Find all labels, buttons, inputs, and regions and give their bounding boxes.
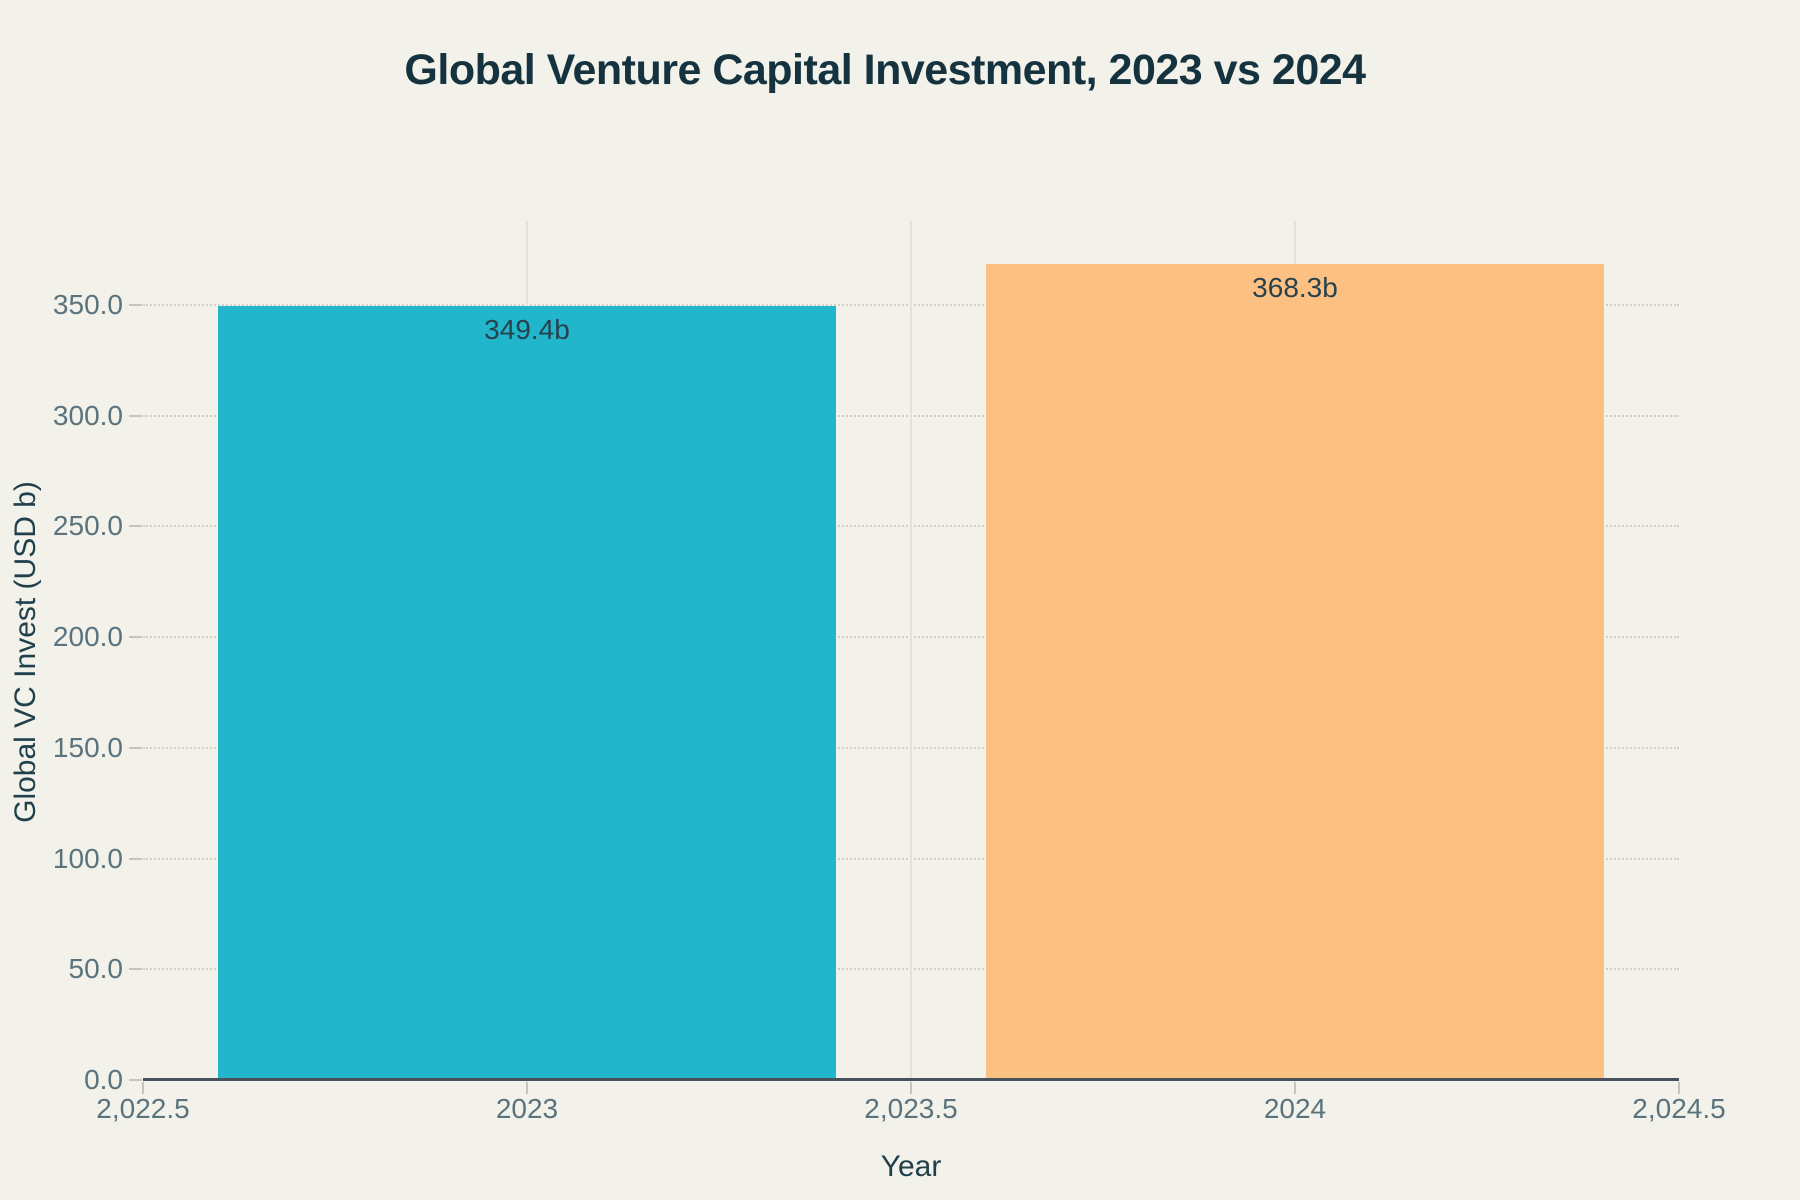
- x-tick-label: 2,022.5: [96, 1093, 190, 1124]
- y-tick-label: 0.0: [84, 1064, 123, 1095]
- x-tick-label: 2,024.5: [1632, 1093, 1726, 1124]
- bar-value-label: 349.4b: [484, 314, 570, 346]
- y-tick-label: 250.0: [52, 510, 123, 542]
- v-gridline: [910, 221, 912, 1080]
- y-tick-label: 350.0: [52, 288, 123, 320]
- x-axis-line: [143, 1078, 1679, 1081]
- y-tick-label: 100.0: [52, 842, 123, 874]
- x-axis-title: Year: [880, 1150, 942, 1183]
- x-tick-label: 2024: [1263, 1093, 1327, 1124]
- y-tick-mark: [129, 414, 142, 417]
- y-tick-mark: [129, 525, 142, 528]
- bar-2024[interactable]: 368.3b: [985, 264, 1605, 1080]
- plot-area: 349.4b 368.3b: [143, 221, 1679, 1081]
- bar-value-label: 368.3b: [1252, 272, 1338, 304]
- y-tick-mark: [129, 303, 142, 306]
- y-tick-mark: [129, 746, 142, 749]
- x-tick-mark: [1294, 1082, 1296, 1094]
- y-tick-label: 200.0: [52, 621, 123, 653]
- x-tick-mark: [1678, 1082, 1680, 1094]
- y-tick-label: 50.0: [68, 953, 124, 985]
- x-tick-label: 2,023.5: [864, 1093, 958, 1124]
- y-tick-mark: [129, 857, 142, 860]
- x-tick-mark: [142, 1082, 144, 1094]
- y-tick-mark: [129, 1079, 142, 1081]
- chart-title: Global Venture Capital Investment, 2023 …: [404, 46, 1366, 94]
- y-tick-label: 150.0: [52, 731, 123, 763]
- bar-2023[interactable]: 349.4b: [217, 306, 837, 1080]
- y-tick-mark: [129, 636, 142, 639]
- x-tick-label: 2023: [495, 1093, 559, 1124]
- x-tick-mark: [910, 1082, 912, 1094]
- y-tick-mark: [129, 968, 142, 971]
- y-tick-label: 300.0: [52, 399, 123, 431]
- x-tick-mark: [526, 1082, 528, 1094]
